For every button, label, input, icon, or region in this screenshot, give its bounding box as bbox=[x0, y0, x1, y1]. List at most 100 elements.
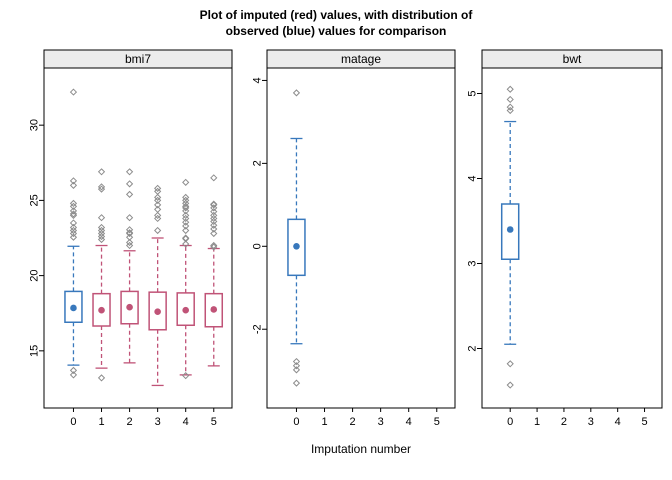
outlier-point bbox=[182, 207, 190, 215]
outlier-point bbox=[210, 174, 218, 182]
outlier-point bbox=[69, 371, 78, 379]
x-tick-label: 5 bbox=[641, 416, 647, 428]
outlier-point bbox=[97, 235, 106, 244]
outlier-point bbox=[69, 211, 78, 220]
boxplot-bmi7-imp4 bbox=[176, 178, 195, 380]
outlier-point bbox=[97, 183, 106, 191]
outlier-point bbox=[97, 214, 106, 222]
outlier-point bbox=[154, 184, 162, 192]
x-tick-label: 4 bbox=[183, 416, 189, 428]
median-dot bbox=[210, 306, 218, 313]
outlier-point bbox=[154, 196, 162, 204]
outlier-point bbox=[182, 204, 190, 212]
boxplot-bmi7-imp1 bbox=[92, 168, 111, 382]
outlier-point bbox=[210, 221, 218, 229]
median-dot bbox=[126, 303, 133, 311]
outlier-point bbox=[210, 201, 218, 209]
boxplot-matage-imp0 bbox=[287, 89, 306, 387]
panel-border-bmi7 bbox=[43, 67, 233, 409]
y-tick-label: 30 bbox=[29, 119, 41, 131]
outlier-point bbox=[182, 214, 190, 223]
x-tick-label: 4 bbox=[615, 416, 621, 428]
outlier-point bbox=[182, 222, 190, 230]
plot-title: Plot of imputed (red) values, with distr… bbox=[0, 7, 672, 39]
outlier-point bbox=[210, 204, 218, 212]
outlier-point bbox=[125, 238, 134, 247]
outlier-point bbox=[292, 366, 301, 374]
x-tick-label: 2 bbox=[350, 416, 356, 428]
outlier-point bbox=[125, 168, 134, 176]
outlier-point bbox=[125, 226, 134, 234]
x-axis-label: Imputation number bbox=[310, 442, 412, 456]
outlier-point bbox=[69, 233, 78, 241]
median-dot bbox=[70, 304, 77, 312]
outlier-point bbox=[210, 225, 218, 233]
outlier-point bbox=[69, 202, 78, 211]
outlier-point bbox=[125, 229, 134, 237]
x-tick-label: 3 bbox=[588, 416, 594, 428]
outlier-point bbox=[292, 379, 301, 387]
median-dot bbox=[293, 242, 300, 250]
x-tick-label: 0 bbox=[70, 416, 76, 428]
outlier-point bbox=[182, 372, 190, 380]
outlier-point bbox=[97, 232, 106, 241]
x-tick-label: 5 bbox=[434, 416, 440, 428]
outlier-point bbox=[210, 243, 218, 251]
y-tick-label: 4 bbox=[252, 77, 264, 83]
outlier-point bbox=[97, 374, 106, 382]
outlier-point bbox=[506, 85, 514, 93]
outlier-point bbox=[292, 89, 301, 97]
median-dot bbox=[506, 226, 514, 233]
y-tick-label: 15 bbox=[29, 345, 41, 357]
strip-label-matage: matage bbox=[341, 52, 381, 66]
x-tick-label: 1 bbox=[534, 416, 540, 428]
outlier-point bbox=[182, 178, 190, 186]
x-tick-label: 0 bbox=[293, 416, 299, 428]
outlier-point bbox=[506, 360, 514, 368]
x-tick-label: 4 bbox=[406, 416, 412, 428]
outlier-point bbox=[69, 199, 78, 208]
median-dot bbox=[182, 306, 190, 314]
boxplot-bmi7-imp5 bbox=[204, 174, 224, 367]
x-tick-label: 3 bbox=[155, 416, 161, 428]
outlier-point bbox=[97, 185, 106, 193]
x-tick-label: 1 bbox=[98, 416, 104, 428]
panel-bwt: bwt 2 3 4 5 0 1 2 3 4 5 bbox=[467, 49, 663, 428]
panel-bmi7: bmi7 15 20 25 30 0 1 2 3 4 5 bbox=[29, 49, 233, 428]
outlier-point bbox=[292, 362, 301, 370]
outlier-point bbox=[210, 217, 218, 226]
outlier-point bbox=[210, 208, 218, 216]
x-tick-label: 2 bbox=[561, 416, 567, 428]
y-tick-label: 4 bbox=[467, 175, 479, 181]
median-dot bbox=[98, 306, 105, 314]
outlier-point bbox=[125, 241, 134, 250]
x-tick-label: 1 bbox=[321, 416, 327, 428]
outlier-point bbox=[182, 240, 190, 248]
y-tick-label: 0 bbox=[252, 243, 264, 249]
outlier-point bbox=[154, 201, 162, 209]
outlier-point bbox=[506, 95, 514, 104]
x-tick-label: 3 bbox=[378, 416, 384, 428]
panel-matage: matage -2 0 2 4 0 1 2 3 4 5 bbox=[252, 49, 456, 428]
outlier-point bbox=[182, 202, 190, 211]
y-tick-label: 2 bbox=[252, 160, 264, 166]
outlier-point bbox=[210, 200, 218, 208]
boxplot-bwt-imp0 bbox=[500, 85, 520, 389]
y-tick-label: 3 bbox=[467, 260, 479, 266]
outlier-point bbox=[97, 168, 106, 176]
y-tick-label: 5 bbox=[467, 90, 479, 96]
outlier-point bbox=[506, 103, 514, 111]
outlier-point bbox=[182, 226, 190, 235]
outlier-point bbox=[125, 190, 134, 198]
outlier-point bbox=[69, 210, 78, 218]
outlier-point bbox=[69, 177, 78, 185]
outlier-point bbox=[69, 229, 78, 238]
outlier-point bbox=[292, 357, 301, 366]
outlier-point bbox=[69, 207, 78, 215]
x-tick-label: 5 bbox=[211, 416, 217, 428]
outlier-point bbox=[506, 381, 514, 389]
strip-label-bmi7: bmi7 bbox=[125, 52, 151, 66]
boxplot-bmi7-imp0 bbox=[64, 88, 83, 379]
outlier-point bbox=[182, 199, 190, 208]
outlier-point bbox=[125, 180, 134, 188]
